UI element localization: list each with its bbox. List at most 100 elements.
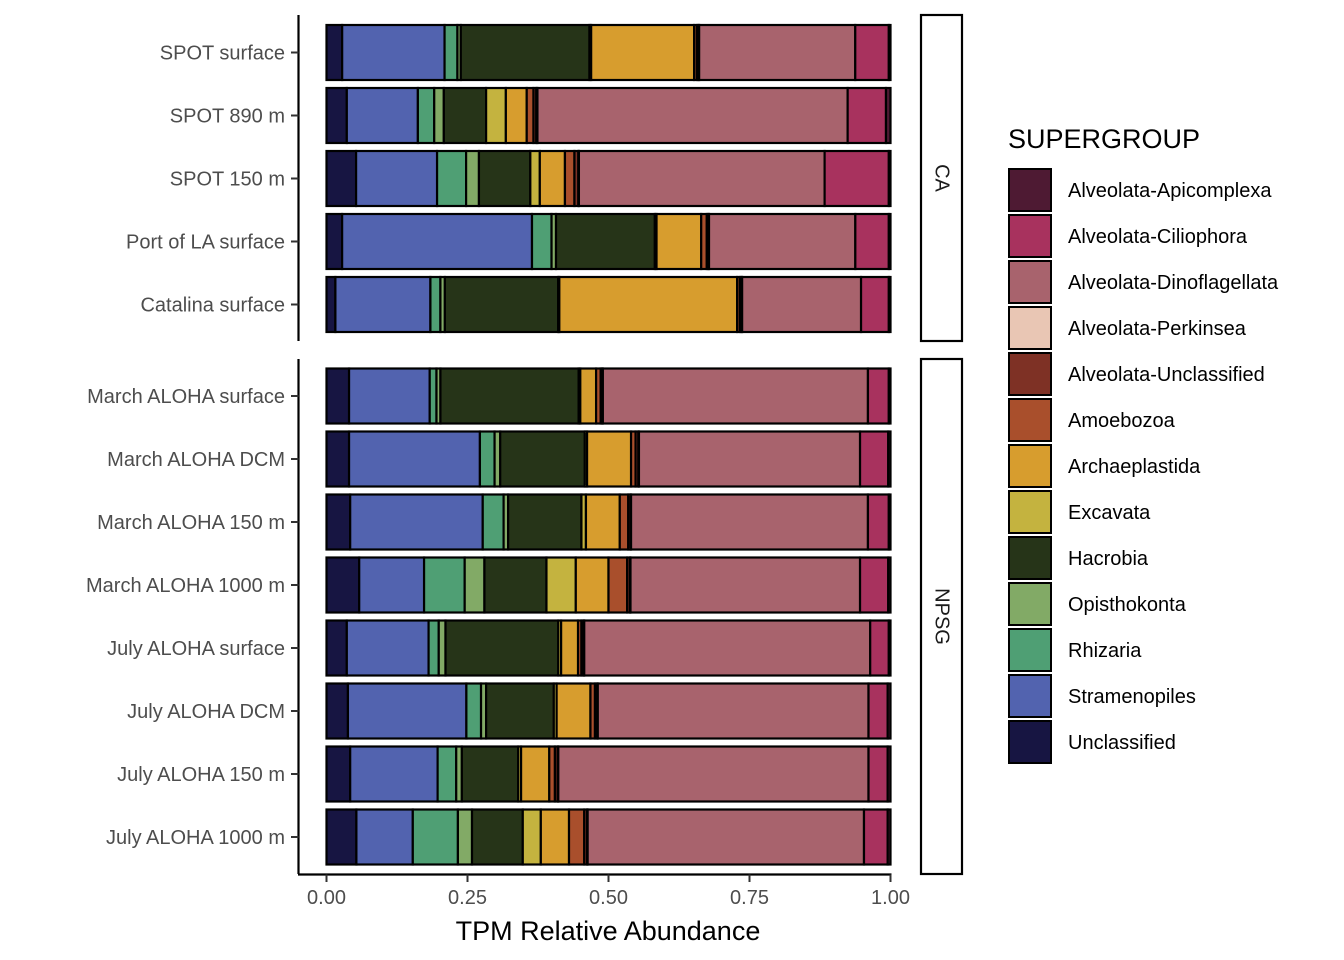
y-tick-label: July ALOHA 1000 m xyxy=(106,827,285,849)
bar-segment-hacrobia xyxy=(439,367,580,425)
bar-segment-alveolata-dinoflagellata xyxy=(698,23,857,82)
legend-item-amoebozoa: Amoebozoa xyxy=(1008,398,1176,442)
bar-segment-rhizaria xyxy=(429,275,442,334)
bar-segment-rhizaria xyxy=(422,556,466,614)
bar-segment-unclassified xyxy=(325,367,351,425)
legend-label: Amoebozoa xyxy=(1068,410,1176,432)
bar-segment-stramenopiles xyxy=(341,212,534,271)
bar-catalina-surface: Catalina surface xyxy=(140,275,892,334)
bar-segment-alveolata-ciliophora xyxy=(859,275,890,334)
legend-item-alveolata-dinoflagellata: Alveolata-Dinoflagellata xyxy=(1008,260,1279,304)
legend-items: Alveolata-Apicomplexa Alveolata-Ciliophor… xyxy=(1008,168,1279,764)
bar-segment-archaeplastida xyxy=(579,367,598,425)
bar-segment-opisthokonta xyxy=(463,556,486,614)
bar-segment-alveolata-apicomplexa xyxy=(886,745,892,803)
bar-segment-alveolata-ciliophora xyxy=(846,86,888,145)
bar-segment-alveolata-ciliophora xyxy=(854,212,890,271)
legend-item-unclassified: Unclassified xyxy=(1008,720,1176,764)
bar-segment-rhizaria xyxy=(416,86,436,145)
bar-segment-stramenopiles xyxy=(346,682,468,740)
bar-segment-alveolata-dinoflagellata xyxy=(629,556,862,614)
bar-segment-archaeplastida xyxy=(574,556,610,614)
bar-segment-unclassified xyxy=(325,493,352,551)
bar-segment-alveolata-apicomplexa xyxy=(887,149,892,208)
bar-segment-archaeplastida xyxy=(555,682,592,740)
bar-segment-alveolata-apicomplexa xyxy=(886,682,892,740)
bar-segment-hacrobia xyxy=(459,23,591,82)
bar-segment-alveolata-ciliophora xyxy=(858,430,890,488)
bar-segment-unclassified xyxy=(325,149,358,208)
bar-segment-alveolata-apicomplexa xyxy=(887,556,892,614)
bar-segment-stramenopiles xyxy=(347,367,431,425)
bar-segment-hacrobia xyxy=(470,808,524,866)
legend-label: Opisthokonta xyxy=(1068,594,1187,616)
bar-segment-alveolata-dinoflagellata xyxy=(577,149,826,208)
bar-segment-hacrobia xyxy=(485,682,555,740)
bar-segment-alveolata-dinoflagellata xyxy=(601,367,870,425)
panel-npsg: March ALOHA surface March ALOHA DCM March … xyxy=(86,357,964,876)
x-tick-label: 0.00 xyxy=(307,887,346,909)
legend-label: Alveolata-Perkinsea xyxy=(1068,318,1247,340)
x-tick-label: 1.00 xyxy=(871,887,910,909)
legend-key xyxy=(1008,674,1052,718)
bar-segment-excavata xyxy=(485,86,507,145)
bar-segment-stramenopiles xyxy=(358,556,426,614)
bar-july-aloha-surface: July ALOHA surface xyxy=(107,619,892,677)
bar-port-of-la-surface: Port of LA surface xyxy=(126,212,892,271)
legend-label: Excavata xyxy=(1068,502,1151,524)
bar-segment-excavata xyxy=(521,808,542,866)
legend-key xyxy=(1008,720,1052,764)
legend-key xyxy=(1008,490,1052,534)
y-tick-label: SPOT 150 m xyxy=(170,169,285,191)
bar-segment-alveolata-ciliophora xyxy=(854,23,890,82)
legend-key xyxy=(1008,214,1052,258)
bar-segment-excavata xyxy=(529,149,541,208)
bar-segment-rhizaria xyxy=(435,149,468,208)
bar-segment-hacrobia xyxy=(477,149,532,208)
y-tick-label: SPOT 890 m xyxy=(170,106,285,128)
bar-segment-alveolata-apicomplexa xyxy=(887,275,892,334)
bar-segment-alveolata-apicomplexa xyxy=(886,808,892,866)
legend-item-rhizaria: Rhizaria xyxy=(1008,628,1142,672)
y-tick-label: July ALOHA 150 m xyxy=(117,764,285,786)
y-tick-label: March ALOHA DCM xyxy=(107,449,285,471)
chart-panels: SPOT surface SPOT 890 m SPOT 150 m Port of … xyxy=(86,13,964,876)
y-tick-label: SPOT surface xyxy=(160,43,285,65)
legend-label: Alveolata-Dinoflagellata xyxy=(1068,272,1279,294)
bar-segment-alveolata-apicomplexa xyxy=(887,619,892,677)
legend-item-alveolata-apicomplexa: Alveolata-Apicomplexa xyxy=(1008,168,1272,212)
y-tick-label: July ALOHA surface xyxy=(107,638,285,660)
bar-segment-alveolata-dinoflagellata xyxy=(741,275,863,334)
bar-segment-archaeplastida xyxy=(655,212,703,271)
bar-segment-hacrobia xyxy=(460,745,520,803)
legend-label: Rhizaria xyxy=(1068,640,1142,662)
bar-segment-archaeplastida xyxy=(519,745,551,803)
bar-segment-stramenopiles xyxy=(349,745,439,803)
bar-segment-rhizaria xyxy=(411,808,460,866)
bar-segment-stramenopiles xyxy=(345,86,419,145)
legend-key xyxy=(1008,260,1052,304)
bar-segment-alveolata-apicomplexa xyxy=(887,367,892,425)
bar-segment-alveolata-apicomplexa xyxy=(884,86,892,145)
bar-segment-opisthokonta xyxy=(433,86,445,145)
legend-item-hacrobia: Hacrobia xyxy=(1008,536,1149,580)
bar-segment-alveolata-apicomplexa xyxy=(887,212,892,271)
bar-segment-unclassified xyxy=(325,23,344,82)
bar-segment-hacrobia xyxy=(444,619,560,677)
bar-segment-stramenopiles xyxy=(347,430,482,488)
legend-key xyxy=(1008,306,1052,350)
bar-segment-rhizaria xyxy=(427,619,440,677)
bar-segment-unclassified xyxy=(325,556,361,614)
legend-label: Unclassified xyxy=(1068,732,1176,754)
bar-spot-150-m: SPOT 150 m xyxy=(170,149,892,208)
legend-key xyxy=(1008,628,1052,672)
legend-item-opisthokonta: Opisthokonta xyxy=(1008,582,1187,626)
bar-segment-hacrobia xyxy=(442,86,488,145)
bar-march-aloha-150-m: March ALOHA 150 m xyxy=(97,493,892,551)
bar-segment-unclassified xyxy=(325,682,350,740)
bar-segment-rhizaria xyxy=(436,745,458,803)
bar-segment-stramenopiles xyxy=(355,808,414,866)
bar-segment-alveolata-dinoflagellata xyxy=(637,430,862,488)
bar-segment-opisthokonta xyxy=(465,149,481,208)
